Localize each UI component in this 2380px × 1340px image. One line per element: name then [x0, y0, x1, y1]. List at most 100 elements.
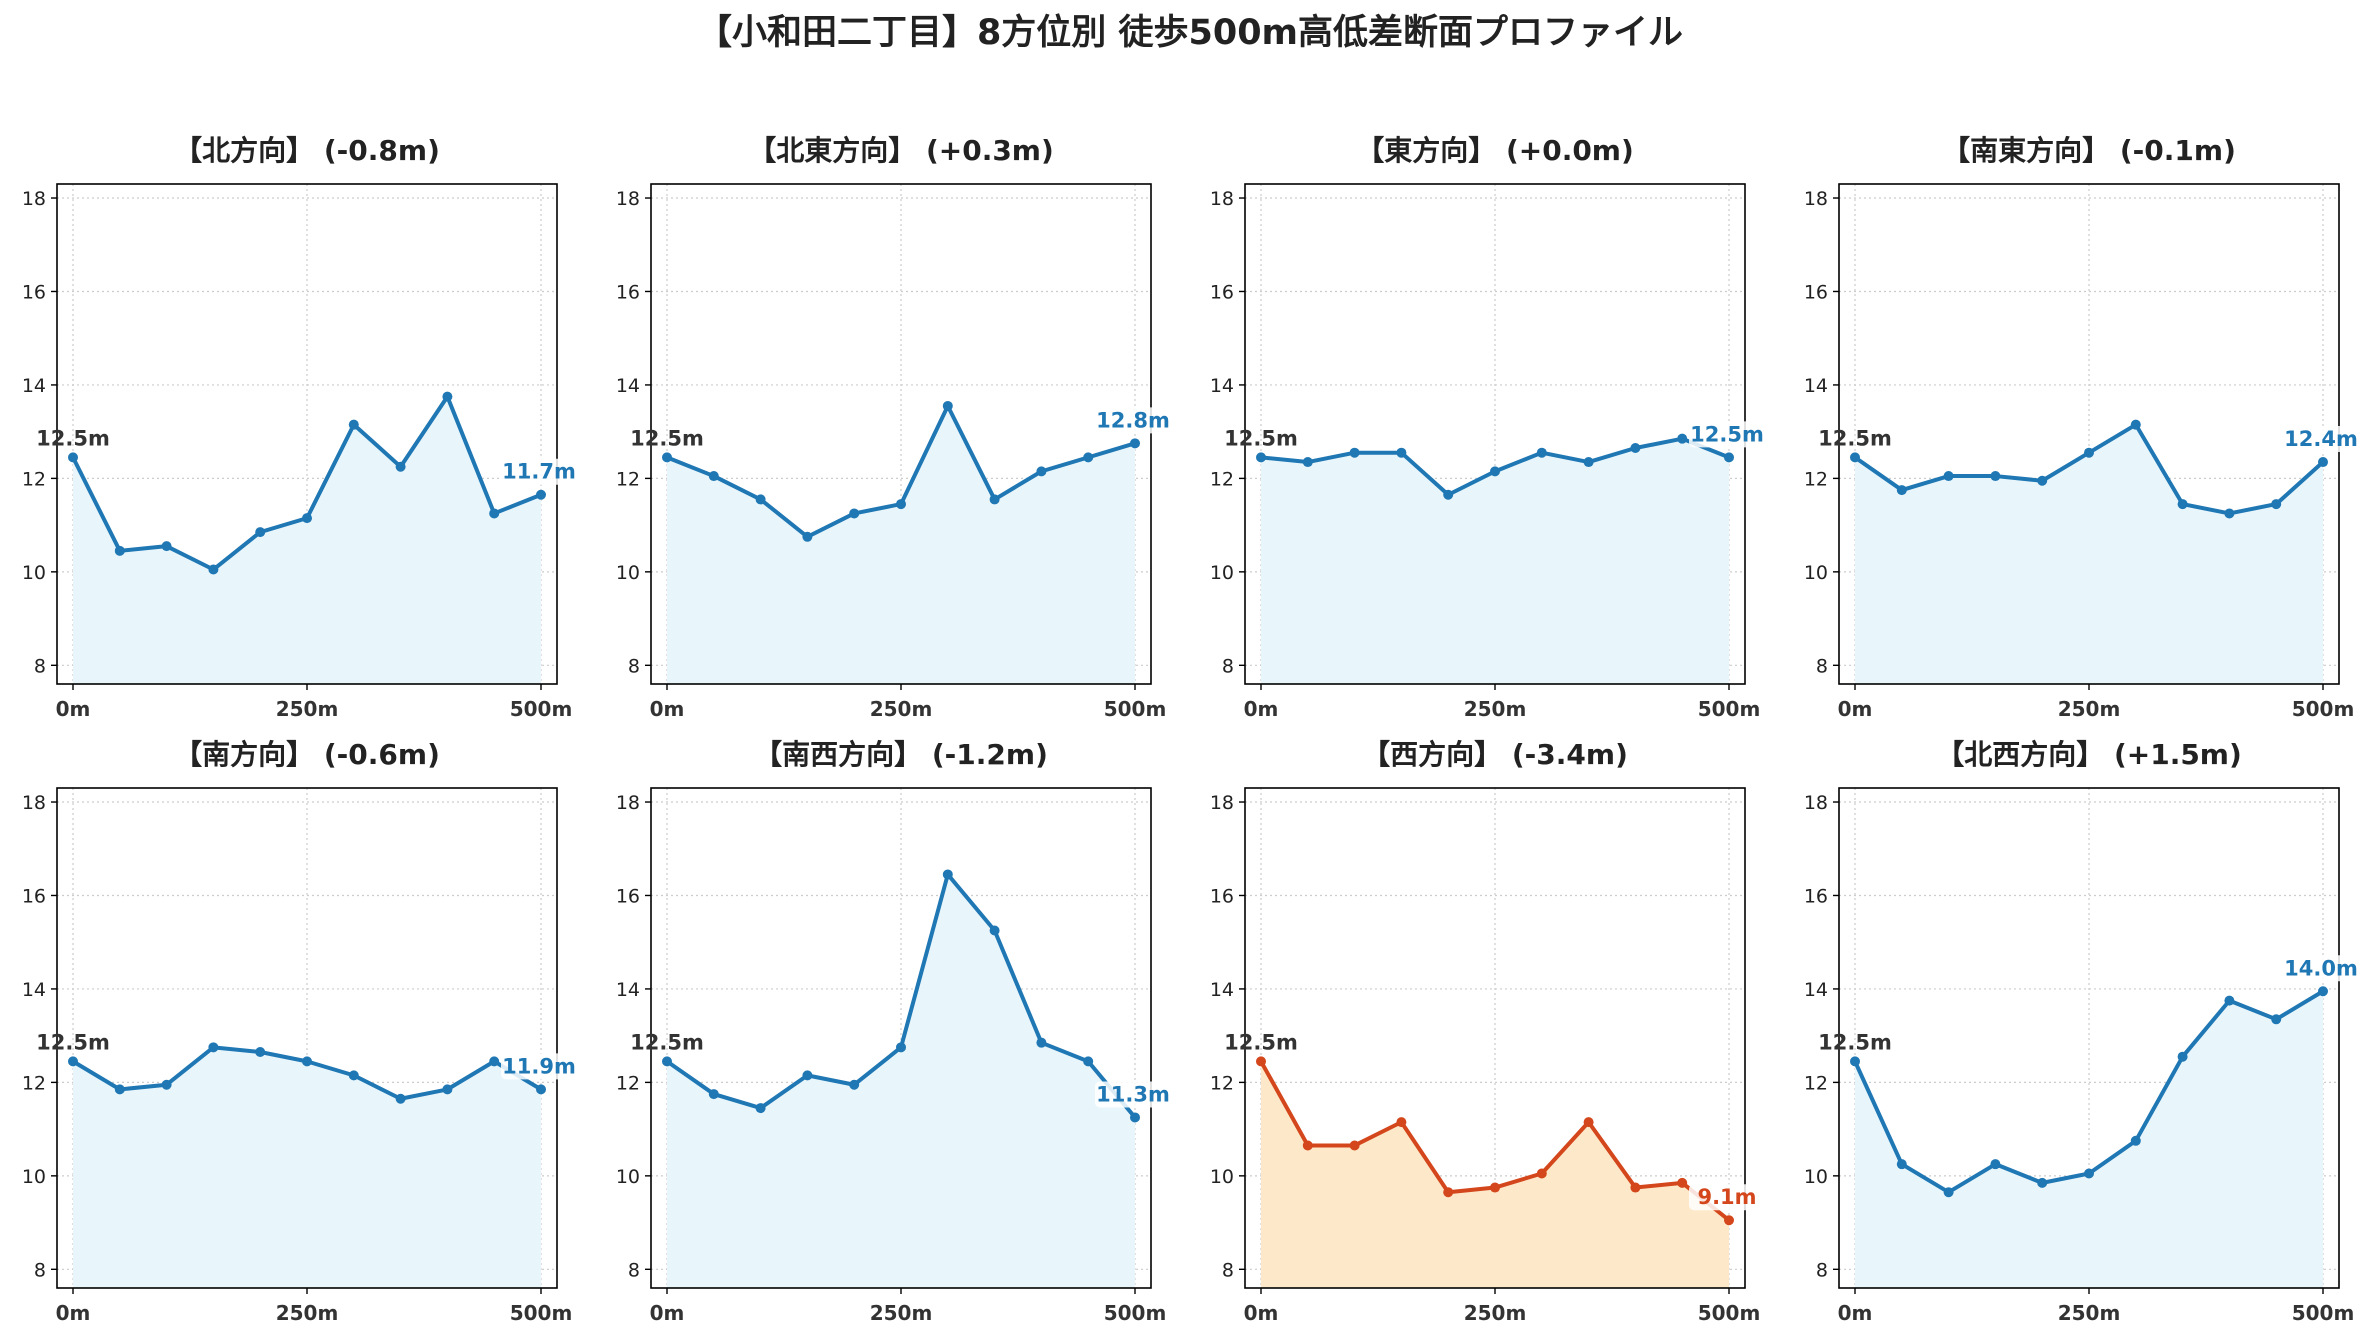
data-point [2177, 499, 2188, 510]
panel-title: 【北西方向】 (+1.5m) [1936, 738, 2242, 771]
start-elevation-label: 12.5m [1224, 426, 1298, 450]
y-tick-label: 10 [22, 1166, 46, 1188]
y-tick-label: 14 [616, 375, 640, 397]
data-point [802, 1070, 813, 1081]
data-point [2318, 986, 2328, 997]
x-tick-label: 500m [1104, 1301, 1167, 1325]
data-point [1443, 1187, 1454, 1198]
y-tick-label: 10 [616, 1166, 640, 1188]
y-tick-label: 8 [34, 1259, 46, 1281]
y-tick-label: 16 [1804, 885, 1828, 907]
x-tick-label: 250m [1464, 697, 1527, 721]
data-point [1896, 1159, 1907, 1170]
x-tick-label: 0m [1244, 697, 1279, 721]
data-point [1349, 447, 1360, 458]
x-tick-label: 250m [870, 1301, 933, 1325]
data-point [1677, 433, 1688, 444]
data-point [755, 494, 766, 505]
end-label-background [2283, 955, 2359, 982]
y-tick-label: 12 [616, 468, 640, 490]
data-point [302, 513, 312, 524]
y-tick-label: 12 [22, 1072, 46, 1094]
x-tick-label: 0m [56, 1301, 91, 1325]
data-point [2130, 419, 2141, 430]
data-point [208, 1042, 219, 1053]
data-point [536, 1084, 546, 1095]
data-point [1943, 471, 1954, 482]
end-elevation-label: 14.0m [2284, 956, 2358, 980]
y-tick-label: 16 [616, 281, 640, 303]
x-tick-label: 500m [1698, 1301, 1761, 1325]
x-tick-label: 0m [650, 697, 685, 721]
data-point [442, 1084, 453, 1095]
y-tick-label: 10 [1804, 562, 1828, 584]
data-point [1083, 1056, 1094, 1067]
end-elevation-label: 9.1m [1697, 1185, 1756, 1209]
y-tick-label: 16 [1210, 281, 1234, 303]
data-point [896, 1042, 906, 1053]
x-tick-label: 500m [510, 697, 573, 721]
panel-title: 【南方向】 (-0.6m) [174, 738, 440, 771]
chart-panel: 【北西方向】 (+1.5m) 8 10 12 14 16 18 0m 250m 500m 12.5m… [1804, 738, 2359, 1325]
panel-title: 【南東方向】 (-0.1m) [1942, 134, 2236, 167]
data-point [161, 541, 172, 552]
y-tick-label: 8 [1816, 1259, 1828, 1281]
chart-panel: 【南西方向】 (-1.2m) 8 10 12 14 16 18 0m 250m 500m 12.5m… [616, 738, 1171, 1325]
end-elevation-label: 12.8m [1096, 408, 1170, 432]
data-point [302, 1056, 312, 1067]
y-tick-label: 16 [1210, 885, 1234, 907]
data-point [1583, 1117, 1594, 1128]
area-fill [1855, 424, 2323, 684]
panel-title: 【北方向】 (-0.8m) [174, 134, 440, 167]
data-point [1083, 452, 1094, 463]
x-tick-label: 250m [2058, 697, 2121, 721]
y-tick-label: 14 [1210, 375, 1234, 397]
data-point [1396, 447, 1407, 458]
y-tick-label: 10 [22, 562, 46, 584]
area-fill [667, 874, 1135, 1288]
y-tick-label: 16 [1804, 281, 1828, 303]
y-tick-label: 18 [616, 188, 640, 210]
x-tick-label: 250m [1464, 1301, 1527, 1325]
data-point [802, 531, 813, 542]
data-point [1536, 447, 1547, 458]
data-point [1990, 471, 2001, 482]
y-tick-label: 10 [1210, 1166, 1234, 1188]
y-tick-label: 14 [22, 375, 46, 397]
y-tick-label: 12 [22, 468, 46, 490]
y-tick-label: 10 [616, 562, 640, 584]
data-point [1349, 1140, 1360, 1151]
data-point [2037, 475, 2048, 486]
data-point [755, 1103, 766, 1114]
data-point [1630, 443, 1641, 454]
data-point [161, 1079, 172, 1090]
x-tick-label: 250m [276, 1301, 339, 1325]
x-tick-label: 500m [510, 1301, 573, 1325]
chart-panel: 【北東方向】 (+0.3m) 8 10 12 14 16 18 0m 250m 500m 12.5m… [616, 134, 1171, 721]
end-label-background [501, 1053, 577, 1080]
y-tick-label: 14 [22, 979, 46, 1001]
y-tick-label: 12 [616, 1072, 640, 1094]
data-point [68, 1056, 78, 1067]
data-point [114, 545, 125, 556]
panel-title: 【北東方向】 (+0.3m) [748, 134, 1054, 167]
area-fill [1261, 438, 1729, 684]
start-elevation-label: 12.5m [36, 426, 110, 450]
data-point [1536, 1168, 1547, 1179]
data-point [536, 489, 546, 500]
panel-title: 【西方向】 (-3.4m) [1362, 738, 1628, 771]
y-tick-label: 18 [1804, 188, 1828, 210]
chart-panel: 【南東方向】 (-0.1m) 8 10 12 14 16 18 0m 250m 500m 12.5m… [1804, 134, 2359, 721]
data-point [942, 400, 953, 411]
data-point [1256, 452, 1266, 463]
y-tick-label: 12 [1210, 468, 1234, 490]
data-point [2084, 1168, 2094, 1179]
data-point [348, 1070, 359, 1081]
end-label-background [1095, 407, 1171, 434]
data-point [489, 1056, 500, 1067]
data-point [442, 391, 453, 402]
y-tick-label: 16 [22, 281, 46, 303]
data-point [708, 1089, 719, 1100]
y-tick-label: 8 [34, 655, 46, 677]
y-tick-label: 12 [1804, 468, 1828, 490]
